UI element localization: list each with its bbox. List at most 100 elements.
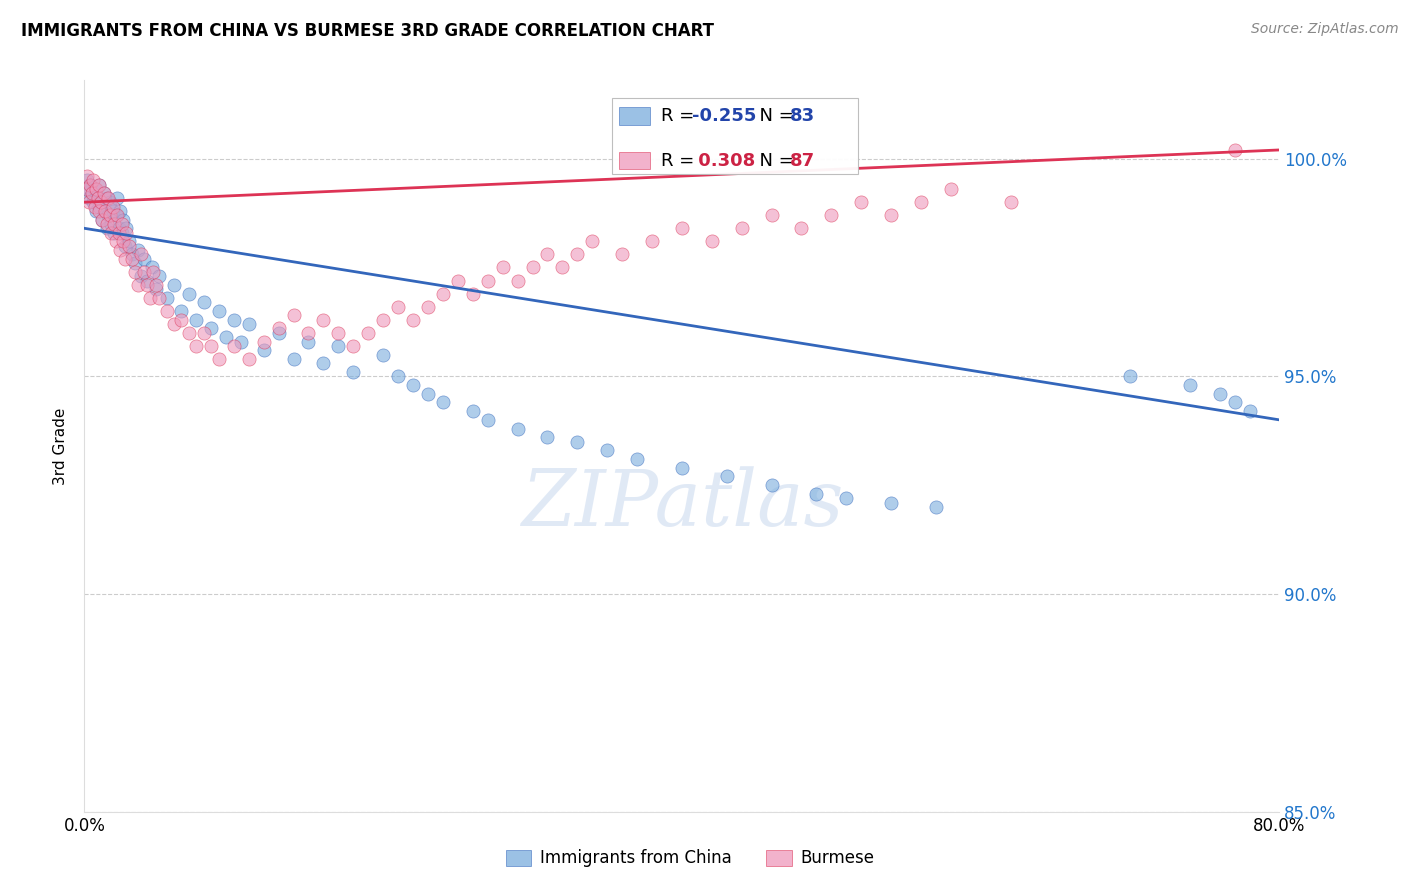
Point (506, 421, 529, 435)
Point (80, 186, 103, 201)
Point (596, 443, 619, 458)
Text: R =: R = (661, 107, 700, 125)
Point (93, 186, 115, 201)
Point (89, 178, 111, 192)
Point (104, 208, 127, 222)
Text: -0.255: -0.255 (692, 107, 756, 125)
Point (89, 203, 111, 218)
Point (880, 495, 903, 509)
Point (671, 221, 693, 235)
Point (91, 212, 114, 227)
Text: Immigrants from China: Immigrants from China (540, 849, 731, 867)
Point (835, 491, 858, 506)
Point (103, 217, 125, 231)
Point (96, 191, 118, 205)
Point (641, 235, 664, 249)
Point (82, 195, 104, 210)
Point (96, 217, 118, 231)
Point (90, 195, 112, 210)
Point (75, 182, 97, 196)
Point (671, 460, 693, 475)
Point (104, 235, 127, 249)
Point (82, 173, 104, 187)
Point (910, 195, 932, 210)
Point (163, 277, 186, 292)
Point (97, 208, 120, 222)
Point (107, 226, 129, 240)
Point (83, 182, 105, 196)
Point (107, 221, 129, 235)
Text: 83: 83 (790, 107, 815, 125)
Text: IMMIGRANTS FROM CHINA VS BURMESE 3RD GRADE CORRELATION CHART: IMMIGRANTS FROM CHINA VS BURMESE 3RD GRA… (21, 22, 714, 40)
Point (416, 386, 439, 401)
Point (170, 312, 193, 326)
Point (115, 226, 138, 240)
Point (114, 238, 136, 252)
Point (93, 186, 115, 201)
Point (447, 274, 470, 288)
Point (215, 330, 238, 344)
Point (145, 277, 167, 292)
Point (200, 339, 222, 353)
Text: R =: R = (661, 152, 700, 169)
Point (231, 334, 253, 349)
Point (193, 326, 215, 340)
Point (129, 269, 152, 284)
Point (91, 212, 114, 227)
Point (461, 286, 484, 301)
Point (77, 195, 100, 210)
Point (716, 469, 738, 483)
Point (1239, 404, 1261, 418)
Point (536, 430, 558, 444)
Point (761, 478, 783, 492)
Point (139, 291, 162, 305)
Point (124, 256, 146, 270)
Point (267, 321, 290, 335)
Point (110, 243, 132, 257)
Text: Source: ZipAtlas.com: Source: ZipAtlas.com (1251, 22, 1399, 37)
Point (118, 235, 141, 249)
Point (806, 487, 828, 501)
Point (177, 326, 200, 340)
Text: N =: N = (748, 107, 800, 125)
Point (186, 339, 208, 353)
Point (267, 326, 290, 340)
Point (115, 221, 138, 235)
Point (86, 203, 108, 218)
Point (851, 195, 873, 210)
Point (253, 334, 276, 349)
Point (551, 260, 574, 275)
Point (432, 286, 454, 301)
Point (1223, 143, 1246, 157)
Point (101, 203, 124, 218)
Point (522, 260, 544, 275)
Point (567, 434, 589, 449)
Point (357, 326, 380, 340)
Point (581, 235, 603, 249)
Point (118, 238, 141, 252)
Point (111, 226, 134, 240)
Point (77, 191, 100, 205)
Point (208, 351, 231, 366)
Point (132, 252, 156, 266)
Point (94, 203, 117, 218)
Point (880, 208, 903, 222)
Point (127, 277, 149, 292)
Point (89, 178, 111, 192)
Point (90, 195, 112, 210)
Point (238, 317, 260, 331)
Point (477, 274, 499, 288)
Point (1119, 369, 1142, 384)
Point (86, 182, 108, 196)
Point (112, 235, 135, 249)
Point (820, 208, 842, 222)
Point (222, 312, 245, 326)
Point (94, 203, 117, 218)
Point (925, 500, 948, 514)
Point (238, 351, 260, 366)
Point (1209, 386, 1232, 401)
Point (177, 286, 200, 301)
Point (567, 247, 589, 261)
Point (76, 173, 98, 187)
Point (461, 404, 484, 418)
